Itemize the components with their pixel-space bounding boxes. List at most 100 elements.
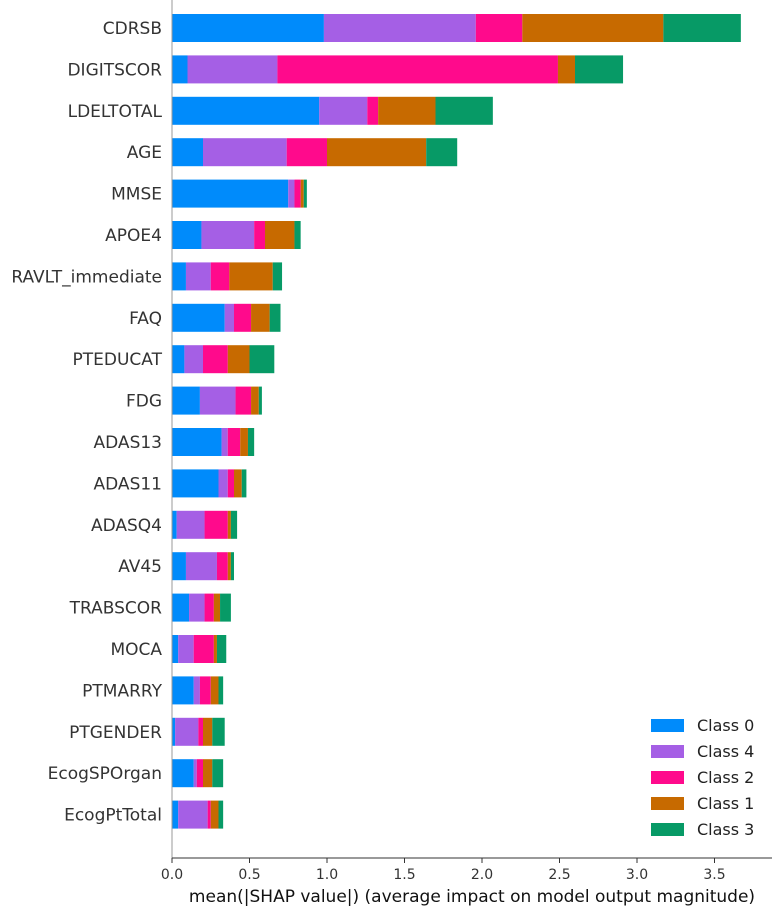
bar-ldeltotal-class-1	[378, 96, 436, 125]
bar-apoe4-class-2	[254, 221, 265, 249]
bar-ptgender-class-4	[175, 717, 199, 746]
x-tick-label: 1.5	[393, 867, 415, 883]
y-label-ecogsporgan: EcogSPOrgan	[48, 764, 162, 784]
bar-ptgender-class-1	[203, 717, 213, 746]
bar-cdrsb-class-0	[172, 14, 324, 42]
bar-apoe4-class-1	[265, 221, 295, 249]
y-label-age: AGE	[127, 143, 162, 163]
y-label-pteducat: PTEDUCAT	[73, 350, 163, 370]
bar-av45-class-0	[172, 552, 186, 581]
bar-ecogpttotal-class-3	[218, 800, 224, 829]
bar-ecogsporgan-class-2	[196, 759, 203, 788]
y-label-ravlt-immediate: RAVLT_immediate	[11, 267, 162, 287]
y-axis-labels: CDRSB DIGITSCOR LDELTOTAL AGE MMSE APOE4 RAVLT…	[11, 19, 162, 826]
bar-ecogpttotal-class-0	[172, 800, 179, 829]
bar-ptmarry-class-3	[218, 676, 224, 705]
bar-adas13-class-3	[247, 428, 255, 456]
bar-ecogsporgan-class-1	[203, 759, 213, 788]
legend-swatch-class-3	[651, 823, 684, 836]
bar-digitscor-class-1	[557, 55, 575, 84]
bar-moca-class-4	[178, 635, 194, 663]
y-label-ecogpttotal: EcogPtTotal	[64, 806, 162, 826]
bar-faq-class-0	[172, 303, 225, 332]
y-label-faq: FAQ	[129, 309, 162, 329]
bar-adas11-class-0	[172, 469, 219, 498]
bar-ptmarry-class-0	[172, 676, 194, 705]
bar-ecogsporgan-class-0	[172, 759, 194, 788]
y-label-adasq4: ADASQ4	[91, 516, 162, 536]
bar-trabscor-class-2	[204, 593, 214, 622]
bar-moca-class-0	[172, 635, 179, 663]
bar-pteducat-class-0	[172, 345, 185, 374]
bar-age-class-4	[203, 138, 287, 167]
bar-fdg-class-0	[172, 386, 200, 415]
bar-adas13-class-0	[172, 428, 222, 456]
bar-pteducat-class-3	[249, 345, 275, 374]
x-tick-label: 3.0	[626, 867, 648, 883]
bar-ldeltotal-class-0	[172, 96, 320, 125]
bar-ptmarry-class-4	[193, 676, 200, 705]
bar-ptmarry-class-1	[210, 676, 219, 705]
legend-swatch-class-4	[651, 745, 684, 758]
bar-age-class-3	[426, 138, 458, 167]
y-label-cdrsb: CDRSB	[103, 19, 162, 39]
bar-digitscor-class-3	[575, 55, 624, 84]
legend-label-class-0: Class 0	[697, 716, 754, 735]
bar-adas13-class-2	[227, 428, 241, 456]
bar-av45-class-3	[230, 552, 234, 581]
bar-ecogpttotal-class-1	[210, 800, 219, 829]
bar-pteducat-class-2	[203, 345, 228, 374]
bar-ecogsporgan-class-4	[193, 759, 197, 788]
x-tick-label: 0.0	[161, 867, 183, 883]
bar-trabscor-class-4	[189, 593, 205, 622]
bar-mmse-class-3	[303, 179, 307, 208]
x-tick-label: 0.5	[238, 867, 260, 883]
bar-trabscor-class-3	[220, 593, 231, 622]
bar-adas13-class-4	[221, 428, 228, 456]
bar-moca-class-2	[193, 635, 214, 663]
bar-age-class-1	[327, 138, 427, 167]
legend: Class 0 Class 4 Class 2 Class 1 Class 3	[651, 716, 754, 839]
bar-pteducat-class-4	[184, 345, 203, 374]
bar-ravlt-immediate-class-2	[210, 262, 230, 291]
bar-age-class-0	[172, 138, 203, 167]
y-label-apoe4: APOE4	[105, 226, 162, 246]
bar-adas11-class-1	[234, 469, 242, 498]
bar-adas11-class-2	[227, 469, 234, 498]
bars-group	[172, 14, 741, 829]
bar-cdrsb-class-3	[663, 14, 741, 42]
legend-label-class-4: Class 4	[697, 742, 754, 761]
bar-adasq4-class-3	[230, 510, 238, 539]
bar-mmse-class-1	[300, 179, 304, 208]
y-label-fdg: FDG	[126, 392, 162, 412]
bar-adasq4-class-1	[227, 510, 231, 539]
bar-cdrsb-class-1	[522, 14, 664, 42]
x-tick-label: 2.5	[548, 867, 570, 883]
legend-swatch-class-1	[651, 797, 684, 810]
bar-ldeltotal-class-4	[319, 96, 368, 125]
bar-adas11-class-3	[241, 469, 247, 498]
bar-faq-class-3	[269, 303, 281, 332]
y-label-mmse: MMSE	[111, 185, 162, 205]
bar-cdrsb-class-2	[475, 14, 523, 42]
bar-ravlt-immediate-class-0	[172, 262, 186, 291]
y-label-trabscor: TRABSCOR	[69, 599, 163, 619]
y-label-adas11: ADAS11	[94, 474, 162, 494]
bar-faq-class-2	[234, 303, 252, 332]
bar-moca-class-3	[216, 635, 227, 663]
bar-ptgender-class-0	[172, 717, 176, 746]
bar-av45-class-1	[227, 552, 231, 581]
bar-av45-class-4	[185, 552, 217, 581]
y-label-ptmarry: PTMARRY	[82, 681, 162, 701]
bar-mmse-class-0	[172, 179, 289, 208]
x-tick-label: 1.0	[316, 867, 338, 883]
bar-ecogsporgan-class-3	[212, 759, 224, 788]
bar-ldeltotal-class-2	[367, 96, 379, 125]
bar-ravlt-immediate-class-4	[185, 262, 211, 291]
bar-cdrsb-class-4	[323, 14, 476, 42]
x-axis-ticks: 0.0 0.5 1.0 1.5 2.0 2.5 3.0 3.5	[161, 858, 726, 883]
bar-trabscor-class-1	[213, 593, 221, 622]
bar-ptmarry-class-2	[199, 676, 211, 705]
bar-digitscor-class-0	[172, 55, 188, 84]
